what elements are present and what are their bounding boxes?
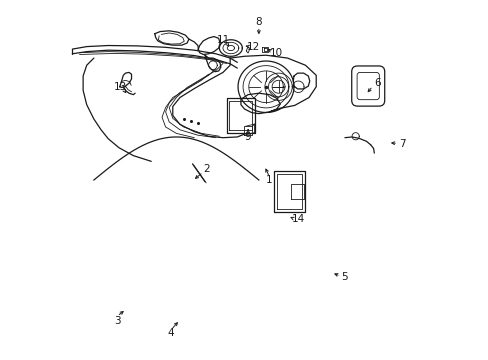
Text: 14: 14 [291, 215, 305, 224]
Text: 13: 13 [114, 82, 127, 92]
Text: 2: 2 [203, 164, 210, 174]
Text: 6: 6 [373, 78, 380, 88]
Text: 8: 8 [255, 17, 262, 27]
Text: 11: 11 [216, 35, 229, 45]
Text: 3: 3 [114, 316, 120, 325]
Text: 12: 12 [246, 42, 260, 52]
Text: 9: 9 [244, 132, 251, 142]
Text: 1: 1 [266, 175, 272, 185]
Text: 5: 5 [341, 272, 347, 282]
Text: 10: 10 [270, 48, 283, 58]
Text: 7: 7 [398, 139, 405, 149]
Text: 4: 4 [167, 328, 174, 338]
